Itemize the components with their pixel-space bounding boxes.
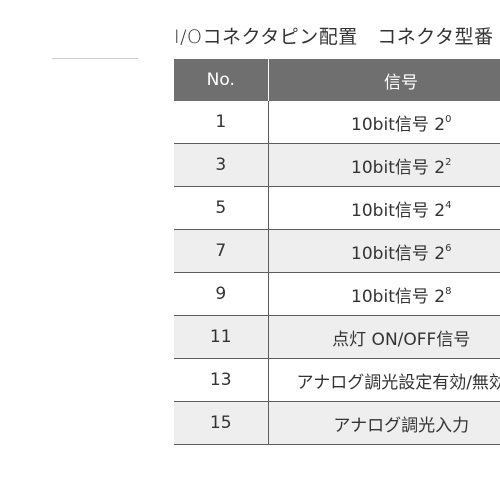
pin-number: 15 bbox=[174, 401, 269, 445]
pin-number: 3 bbox=[174, 143, 269, 187]
signal-name: 10bit信号 2 bbox=[351, 114, 446, 135]
pin-number: 7 bbox=[174, 229, 269, 273]
signal-exponent: 2 bbox=[445, 156, 452, 168]
signal-cell: 10bit信号 26 bbox=[268, 229, 500, 273]
table-row: 15 アナログ調光入力 bbox=[174, 401, 500, 445]
pin-number: 13 bbox=[174, 358, 269, 402]
table-row: 11 点灯 ON/OFF信号 bbox=[174, 315, 500, 359]
signal-exponent: 4 bbox=[445, 199, 452, 211]
table-header-row: No. 信号 bbox=[174, 59, 500, 101]
pin-number: 1 bbox=[174, 101, 269, 144]
table-body: 1 10bit信号 20 3 10bit信号 22 5 10bit信号 24 7… bbox=[174, 101, 500, 445]
signal-cell: 10bit信号 28 bbox=[268, 272, 500, 316]
header-signal: 信号 bbox=[268, 59, 500, 101]
page-title: I/Oコネクタピン配置 コネクタ型番 bbox=[174, 26, 494, 48]
pin-assignment-table: No. 信号 1 10bit信号 20 3 10bit信号 22 5 10bit… bbox=[174, 59, 500, 445]
table-row: 1 10bit信号 20 bbox=[174, 101, 500, 144]
table-row: 13 アナログ調光設定有効/無効 bbox=[174, 358, 500, 402]
signal-name: アナログ調光設定有効/無効 bbox=[296, 372, 500, 393]
signal-exponent: 0 bbox=[445, 113, 452, 125]
signal-cell: アナログ調光入力 bbox=[268, 401, 500, 445]
signal-name: 点灯 ON/OFF信号 bbox=[332, 329, 471, 350]
signal-cell: 点灯 ON/OFF信号 bbox=[268, 315, 500, 359]
table-row: 7 10bit信号 26 bbox=[174, 229, 500, 273]
table-row: 5 10bit信号 24 bbox=[174, 186, 500, 230]
signal-exponent: 8 bbox=[445, 285, 452, 297]
signal-cell: アナログ調光設定有効/無効 bbox=[268, 358, 500, 402]
pin-number: 11 bbox=[174, 315, 269, 359]
pin-number: 5 bbox=[174, 186, 269, 230]
signal-cell: 10bit信号 24 bbox=[268, 186, 500, 230]
table-row: 3 10bit信号 22 bbox=[174, 143, 500, 187]
side-divider bbox=[52, 58, 138, 59]
signal-cell: 10bit信号 22 bbox=[268, 143, 500, 187]
header-no: No. bbox=[174, 59, 269, 101]
signal-name: 10bit信号 2 bbox=[351, 286, 446, 307]
pin-number: 9 bbox=[174, 272, 269, 316]
signal-name: 10bit信号 2 bbox=[351, 200, 446, 221]
signal-cell: 10bit信号 20 bbox=[268, 101, 500, 144]
signal-exponent: 6 bbox=[445, 242, 452, 254]
signal-name: 10bit信号 2 bbox=[351, 157, 446, 178]
signal-name: アナログ調光入力 bbox=[333, 415, 470, 436]
table-row: 9 10bit信号 28 bbox=[174, 272, 500, 316]
signal-name: 10bit信号 2 bbox=[351, 243, 446, 264]
